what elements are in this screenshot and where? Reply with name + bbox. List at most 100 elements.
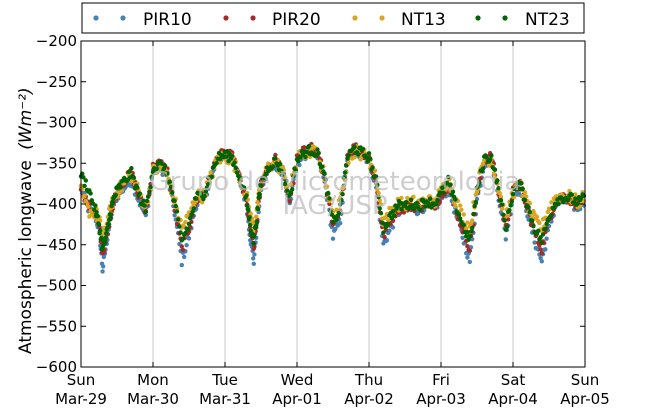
data-point [234, 170, 240, 175]
data-point [460, 235, 465, 240]
data-point [214, 160, 219, 166]
data-point [401, 210, 406, 215]
data-point [82, 183, 87, 189]
data-point [412, 205, 417, 211]
data-point [464, 226, 469, 231]
data-point [352, 155, 357, 160]
data-point [338, 221, 343, 226]
x-tick-day: Wed [281, 371, 314, 389]
data-point [242, 185, 247, 190]
data-point [83, 178, 89, 183]
data-point [320, 164, 325, 169]
data-point [298, 155, 303, 160]
data-point [336, 210, 342, 216]
data-point [93, 203, 98, 208]
legend-marker-pir10 [93, 15, 99, 21]
data-point [106, 222, 111, 227]
data-point [104, 231, 109, 236]
data-point [466, 237, 471, 242]
y-tick-label: −450 [36, 236, 77, 254]
data-point [531, 224, 536, 229]
data-point [279, 168, 284, 173]
data-point [251, 261, 256, 266]
data-point [95, 214, 101, 219]
data-point [108, 216, 113, 221]
data-point [341, 175, 346, 180]
data-point [545, 209, 550, 215]
data-point [446, 174, 451, 180]
data-point [248, 222, 253, 228]
data-point [414, 200, 420, 206]
data-point [297, 162, 302, 168]
data-point [381, 230, 386, 235]
data-point [537, 220, 542, 226]
x-tick-date: Mar-29 [55, 390, 107, 408]
data-point [306, 143, 312, 149]
data-point [143, 209, 148, 215]
legend-entry-pir10: PIR10 [93, 10, 192, 30]
data-point [209, 174, 214, 179]
data-point [392, 213, 397, 218]
data-point [539, 259, 544, 264]
y-tick-label: −250 [36, 73, 77, 91]
data-point [467, 259, 472, 265]
data-point [167, 179, 172, 184]
data-point [375, 187, 380, 192]
data-point [456, 212, 462, 217]
y-axis-label: Atmospheric longwave [16, 160, 36, 354]
data-point [549, 212, 554, 218]
y-axis-unit: (Wm⁻²) [16, 87, 36, 149]
data-point [183, 230, 188, 236]
data-point [263, 172, 268, 177]
x-tick-date: Mar-31 [199, 390, 251, 408]
data-point [170, 190, 175, 195]
data-point [304, 149, 309, 155]
data-point [255, 200, 260, 205]
data-point [501, 212, 506, 217]
data-point [245, 203, 250, 208]
data-point [520, 193, 525, 199]
data-point [467, 233, 472, 239]
legend: PIR10 PIR20 NT13 NT23 [81, 2, 585, 34]
data-point [185, 227, 190, 232]
data-point [96, 222, 102, 227]
data-point [89, 198, 95, 203]
series-nt23 [78, 143, 586, 252]
data-point [142, 203, 147, 208]
data-point [344, 163, 349, 168]
data-point [281, 171, 286, 177]
data-point [536, 228, 541, 233]
data-point [435, 198, 440, 203]
data-point [285, 188, 290, 193]
data-point [459, 207, 464, 212]
data-point [539, 251, 544, 256]
data-point [503, 237, 508, 242]
data-point [465, 255, 470, 260]
x-tick-label: Fri Apr-03 [416, 371, 466, 408]
x-tick-day: Sat [501, 371, 526, 389]
data-point [174, 209, 180, 214]
legend-marker-pir10-b [120, 15, 126, 21]
data-point [411, 194, 416, 199]
data-point [255, 206, 261, 212]
data-point [461, 212, 466, 217]
data-point [384, 238, 390, 243]
data-point [109, 203, 114, 209]
x-tick-label: Sat Apr-04 [488, 371, 538, 408]
data-point [498, 194, 504, 200]
data-point [431, 197, 436, 202]
data-point [453, 203, 458, 209]
data-point [81, 175, 86, 180]
data-point [194, 196, 199, 201]
data-point [404, 199, 409, 205]
data-point [266, 161, 271, 166]
data-point [477, 180, 482, 185]
data-point [468, 229, 474, 234]
data-point [287, 199, 292, 204]
data-point [246, 208, 251, 213]
data-point [342, 170, 348, 175]
data-point [191, 206, 196, 211]
x-tick-date: Apr-03 [416, 390, 466, 408]
data-point [330, 236, 336, 241]
